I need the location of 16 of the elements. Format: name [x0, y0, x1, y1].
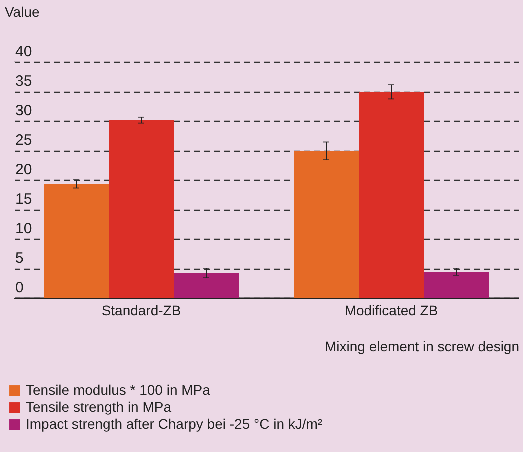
x-tick-label: Modificated ZB [344, 302, 438, 318]
x-axis-title: Mixing element in screw design [324, 338, 520, 354]
y-tick-label: 15 [16, 191, 32, 208]
y-tick-label: 40 [16, 44, 32, 60]
y-tick-label: 25 [16, 132, 32, 149]
y-tick-label: 5 [16, 250, 24, 267]
y-tick-label: 10 [16, 220, 32, 238]
y-tick-label: 0 [16, 280, 24, 296]
legend-label: Tensile modulus * 100 in MPa [26, 382, 211, 398]
y-axis-title: Value [5, 4, 40, 20]
x-tick-label: Standard-ZB [102, 302, 182, 318]
legend-label: Impact strength after Charpy bei -25 °C in kJ/m² [26, 416, 323, 432]
legend-label: Tensile strength in MPa [26, 399, 172, 415]
y-tick-label: 20 [16, 162, 32, 178]
y-tick-label: 35 [16, 73, 32, 90]
y-tick-label: 30 [16, 102, 32, 120]
